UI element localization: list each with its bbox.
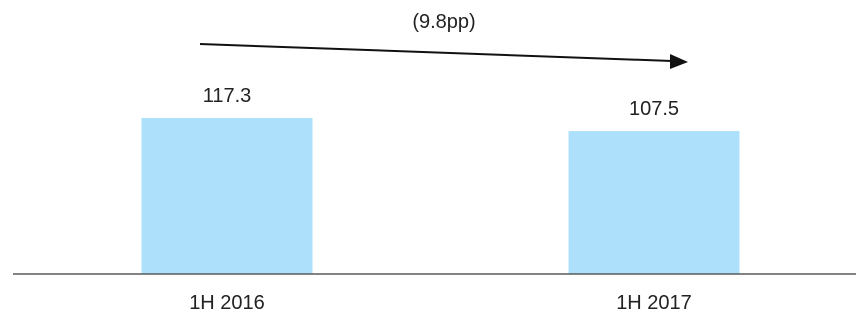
change-arrow-head [670,54,688,69]
x-tick-label: 1H 2017 [616,292,692,314]
x-tick-labels: 1H 2016 1H 2017 [189,292,692,314]
data-labels: 117.3 107.5 [203,85,679,120]
change-annotation: (9.8pp) [199,11,688,69]
data-label: 107.5 [629,98,679,120]
change-arrow-line [199,43,673,62]
x-tick-label: 1H 2016 [189,292,265,314]
data-label: 117.3 [203,85,252,107]
change-annotation-label: (9.8pp) [412,11,475,33]
bar-1h-2016 [141,118,313,274]
bar-1h-2017 [568,131,740,274]
bars-group [141,118,740,274]
